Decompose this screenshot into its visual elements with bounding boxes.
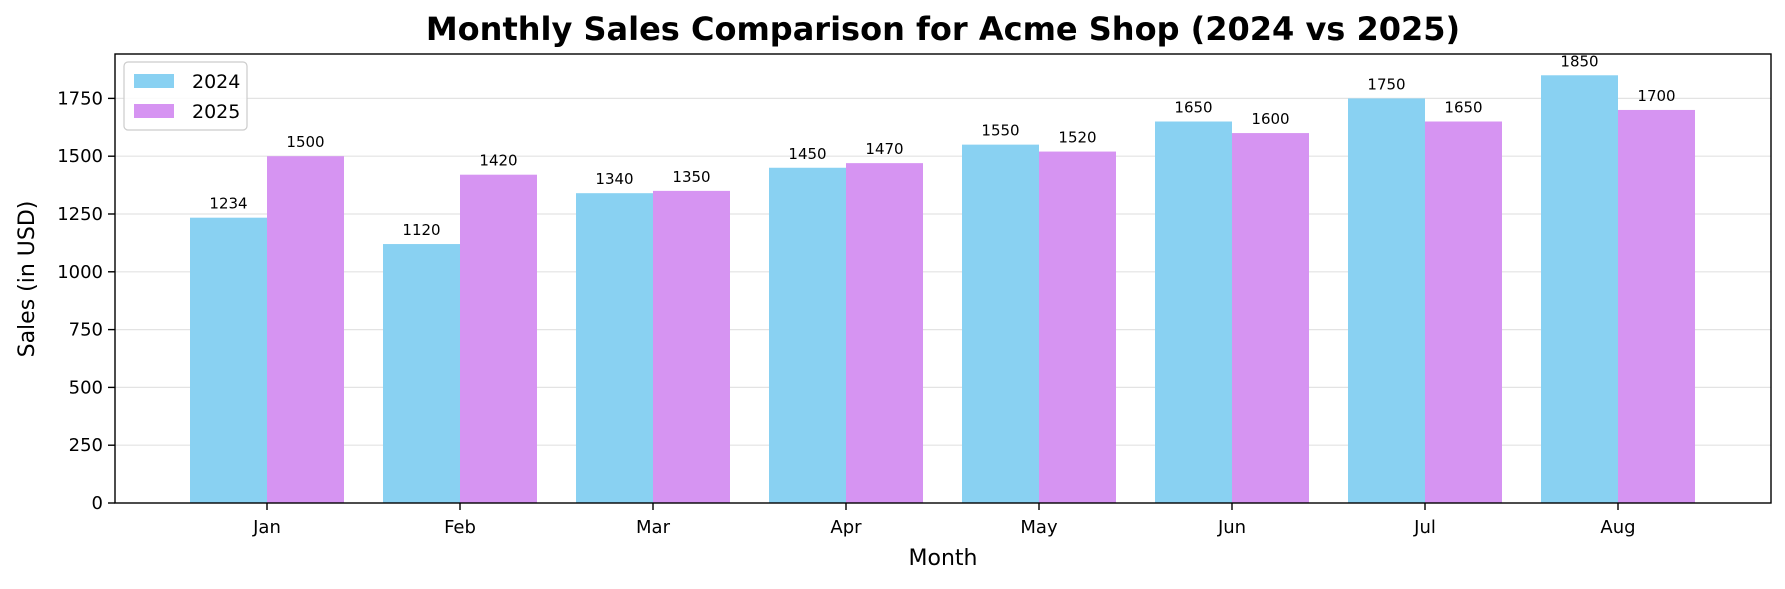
- bar-2025-may: [1039, 151, 1116, 503]
- x-tick-label: Jul: [1413, 517, 1436, 538]
- x-tick-label: Apr: [830, 517, 862, 538]
- legend-swatch-2024: [134, 74, 174, 88]
- y-tick-label: 250: [69, 435, 103, 456]
- data-label: 1520: [1058, 129, 1096, 147]
- x-tick-label: Aug: [1600, 517, 1635, 538]
- y-tick-label: 500: [69, 377, 103, 398]
- data-label: 1120: [402, 221, 440, 239]
- data-label: 1650: [1444, 99, 1482, 117]
- x-tick-label: Mar: [636, 517, 671, 538]
- plot-frame: [114, 53, 1772, 504]
- y-tick-label: 1000: [57, 262, 103, 283]
- data-label: 1340: [595, 170, 633, 188]
- legend-label-2025: 2025: [192, 101, 240, 123]
- x-tick-label: Jan: [252, 517, 281, 538]
- data-label: 1470: [865, 140, 903, 158]
- data-label: 1450: [788, 145, 826, 163]
- data-label: 1650: [1174, 99, 1212, 117]
- bar-2024-jul: [1348, 98, 1425, 503]
- bar-2025-apr: [846, 163, 923, 504]
- legend-swatch-2025: [134, 104, 174, 118]
- legend-label-2024: 2024: [192, 71, 240, 93]
- data-labels: 1234 1500 1120 1420 1340 1350 1450 1470 1550 1520…: [209, 52, 1675, 239]
- y-tick-label: 1250: [57, 204, 103, 225]
- data-label: 1600: [1251, 110, 1289, 128]
- data-label: 1500: [286, 133, 324, 151]
- bar-2024-jan: [190, 217, 267, 503]
- data-label: 1420: [479, 152, 517, 170]
- bar-2025-jun: [1232, 133, 1309, 504]
- y-axis: 0 250 500 750 1000 1250 1500 1750: [57, 88, 115, 514]
- x-tick-label: Feb: [444, 517, 476, 538]
- data-label: 1700: [1637, 87, 1675, 105]
- y-axis-label: Sales (in USD): [15, 201, 40, 358]
- chart-title: Monthly Sales Comparison for Acme Shop (…: [426, 10, 1460, 48]
- data-label: 1350: [672, 168, 710, 186]
- bar-2025-aug: [1618, 109, 1695, 503]
- x-tick-label: May: [1020, 517, 1058, 538]
- bar-2024-feb: [383, 244, 460, 503]
- bar-2025-feb: [460, 174, 537, 504]
- data-label: 1850: [1560, 52, 1598, 70]
- bar-2024-mar: [576, 193, 653, 504]
- x-axis-label: Month: [909, 546, 978, 571]
- data-label: 1750: [1367, 75, 1405, 93]
- legend: 2024 2025: [123, 61, 248, 131]
- bar-2025-jan: [267, 156, 344, 504]
- y-tick-label: 1500: [57, 146, 103, 167]
- bars: [190, 75, 1695, 504]
- bar-2024-aug: [1541, 75, 1618, 504]
- bar-2024-may: [962, 144, 1039, 504]
- y-tick-label: 750: [69, 320, 103, 341]
- y-tick-label: 0: [92, 493, 103, 514]
- x-axis: Jan Feb Mar Apr May Jun Jul Aug: [252, 503, 1636, 538]
- data-label: 1550: [981, 122, 1019, 140]
- bar-2025-mar: [653, 190, 730, 503]
- x-tick-label: Jun: [1217, 517, 1246, 538]
- grid-lines: [115, 97, 1771, 446]
- y-tick-label: 1750: [57, 88, 103, 109]
- bar-2025-jul: [1425, 121, 1502, 503]
- bar-2024-jun: [1155, 121, 1232, 503]
- bar-2024-apr: [769, 167, 846, 503]
- data-label: 1234: [209, 195, 247, 213]
